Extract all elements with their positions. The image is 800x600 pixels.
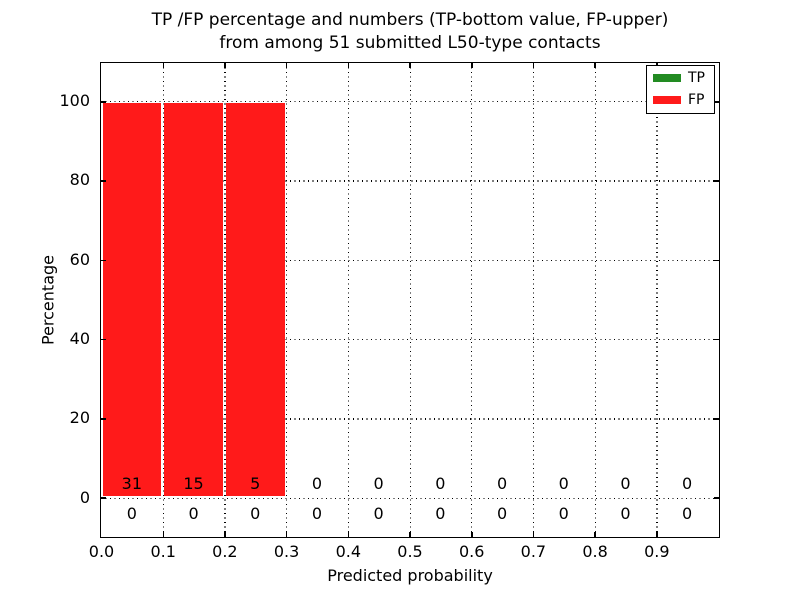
x-gridline-0.1 — [162, 63, 164, 537]
x-tick-bottom-2 — [224, 532, 226, 537]
x-tick-label-0.3: 0.3 — [273, 542, 300, 561]
y-tick-right-20 — [714, 418, 719, 420]
fp-count-label-7: 0 — [558, 474, 569, 493]
x-tick-top-2 — [224, 63, 226, 68]
y-tick-label-60: 60 — [69, 249, 90, 269]
chart-title-line1: TP /FP percentage and numbers (TP-bottom… — [151, 10, 669, 30]
legend-swatch-tp — [653, 74, 681, 82]
x-tick-bottom-4 — [347, 532, 350, 537]
x-tick-label-0.4: 0.4 — [335, 542, 362, 561]
y-tick-left-0 — [101, 497, 106, 499]
legend-label-tp: TP — [688, 70, 705, 86]
fp-count-label-4: 0 — [373, 474, 384, 493]
tp-count-label-5: 0 — [435, 504, 446, 523]
y-tick-left-20 — [101, 418, 106, 420]
x-gridline-0.5 — [409, 63, 411, 537]
x-gridline-0.7 — [532, 63, 535, 537]
tp-count-label-4: 0 — [373, 504, 384, 523]
x-tick-top-1 — [162, 63, 164, 68]
x-tick-top-4 — [347, 63, 350, 68]
tp-count-label-6: 0 — [496, 504, 508, 523]
x-tick-label-0.0: 0.0 — [88, 542, 115, 561]
y-tick-label-0: 0 — [79, 487, 90, 507]
x-tick-top-5 — [409, 63, 411, 68]
legend-swatch-fp — [653, 96, 681, 104]
y-tick-label-100: 100 — [59, 91, 90, 111]
fp-count-label-8: 0 — [620, 474, 631, 493]
y-tick-right-60 — [714, 259, 719, 262]
y-tick-left-60 — [101, 259, 106, 262]
fp-bar-1 — [164, 103, 223, 496]
legend-label-fp: FP — [688, 92, 705, 108]
tp-count-label-8: 0 — [620, 504, 631, 523]
tp-count-label-0: 0 — [126, 504, 137, 523]
x-tick-bottom-7 — [532, 532, 535, 537]
y-tick-left-40 — [101, 338, 106, 341]
tp-count-label-3: 0 — [311, 504, 323, 523]
y-tick-label-20: 20 — [69, 408, 90, 428]
fp-count-label-0: 31 — [121, 474, 143, 493]
y-tick-right-100 — [714, 101, 719, 103]
plot-area: 31 0 15 0 5 0 0 0 0 0 0 0 0 0 0 0 0 0 0 0 — [100, 62, 720, 538]
x-tick-label-0.6: 0.6 — [458, 542, 485, 561]
x-tick-bottom-8 — [594, 532, 596, 537]
y-tick-right-40 — [714, 338, 719, 341]
y-tick-left-80 — [101, 180, 106, 182]
y-tick-label-80: 80 — [69, 170, 90, 190]
fp-count-label-6: 0 — [496, 474, 508, 493]
x-tick-label-0.9: 0.9 — [644, 542, 670, 561]
legend: TP FP — [646, 65, 715, 114]
x-gridline-0.6 — [471, 63, 473, 537]
y-tick-right-80 — [714, 180, 719, 182]
x-gridline-0.9 — [656, 63, 658, 537]
fp-count-label-2: 5 — [250, 474, 261, 493]
x-tick-top-6 — [471, 63, 473, 68]
x-tick-top-7 — [532, 63, 535, 68]
y-tick-label-40: 40 — [69, 328, 90, 348]
tp-count-label-1: 0 — [188, 504, 199, 523]
x-tick-label-0.2: 0.2 — [212, 542, 238, 561]
fp-count-label-5: 0 — [435, 474, 446, 493]
x-tick-bottom-9 — [656, 532, 658, 537]
legend-item-fp: FP — [647, 90, 714, 110]
x-tick-label-0.7: 0.7 — [520, 542, 547, 561]
x-tick-bottom-6 — [471, 532, 473, 537]
fp-count-label-9: 0 — [682, 474, 693, 493]
x-tick-bottom-5 — [409, 532, 411, 537]
x-tick-top-3 — [285, 63, 288, 68]
y-tick-right-0 — [714, 497, 719, 499]
chart-title-line2: from among 51 submitted L50-type contact… — [219, 33, 601, 53]
fp-bar-0 — [102, 103, 162, 496]
tp-count-label-2: 0 — [250, 504, 261, 523]
x-gridline-0.4 — [347, 63, 350, 537]
x-gridline-0.8 — [594, 63, 596, 537]
legend-item-tp: TP — [647, 68, 714, 88]
tp-count-label-9: 0 — [682, 504, 693, 523]
x-gridline-0.2 — [224, 63, 226, 537]
chart-title: TP /FP percentage and numbers (TP-bottom… — [100, 9, 720, 55]
x-tick-top-8 — [594, 63, 596, 68]
x-tick-bottom-3 — [285, 532, 288, 537]
x-tick-label-0.5: 0.5 — [397, 542, 423, 561]
fp-bar-2 — [225, 103, 285, 496]
y-tick-left-100 — [101, 101, 106, 103]
fp-count-label-3: 0 — [311, 474, 323, 493]
x-gridline-0.3 — [286, 63, 288, 537]
x-axis-label: Predicted probability — [327, 566, 493, 585]
x-tick-label-0.8: 0.8 — [582, 542, 608, 561]
x-tick-label-0.1: 0.1 — [150, 542, 176, 561]
tp-count-label-7: 0 — [558, 504, 569, 523]
fp-count-label-1: 15 — [183, 474, 204, 493]
x-tick-bottom-1 — [162, 532, 164, 537]
